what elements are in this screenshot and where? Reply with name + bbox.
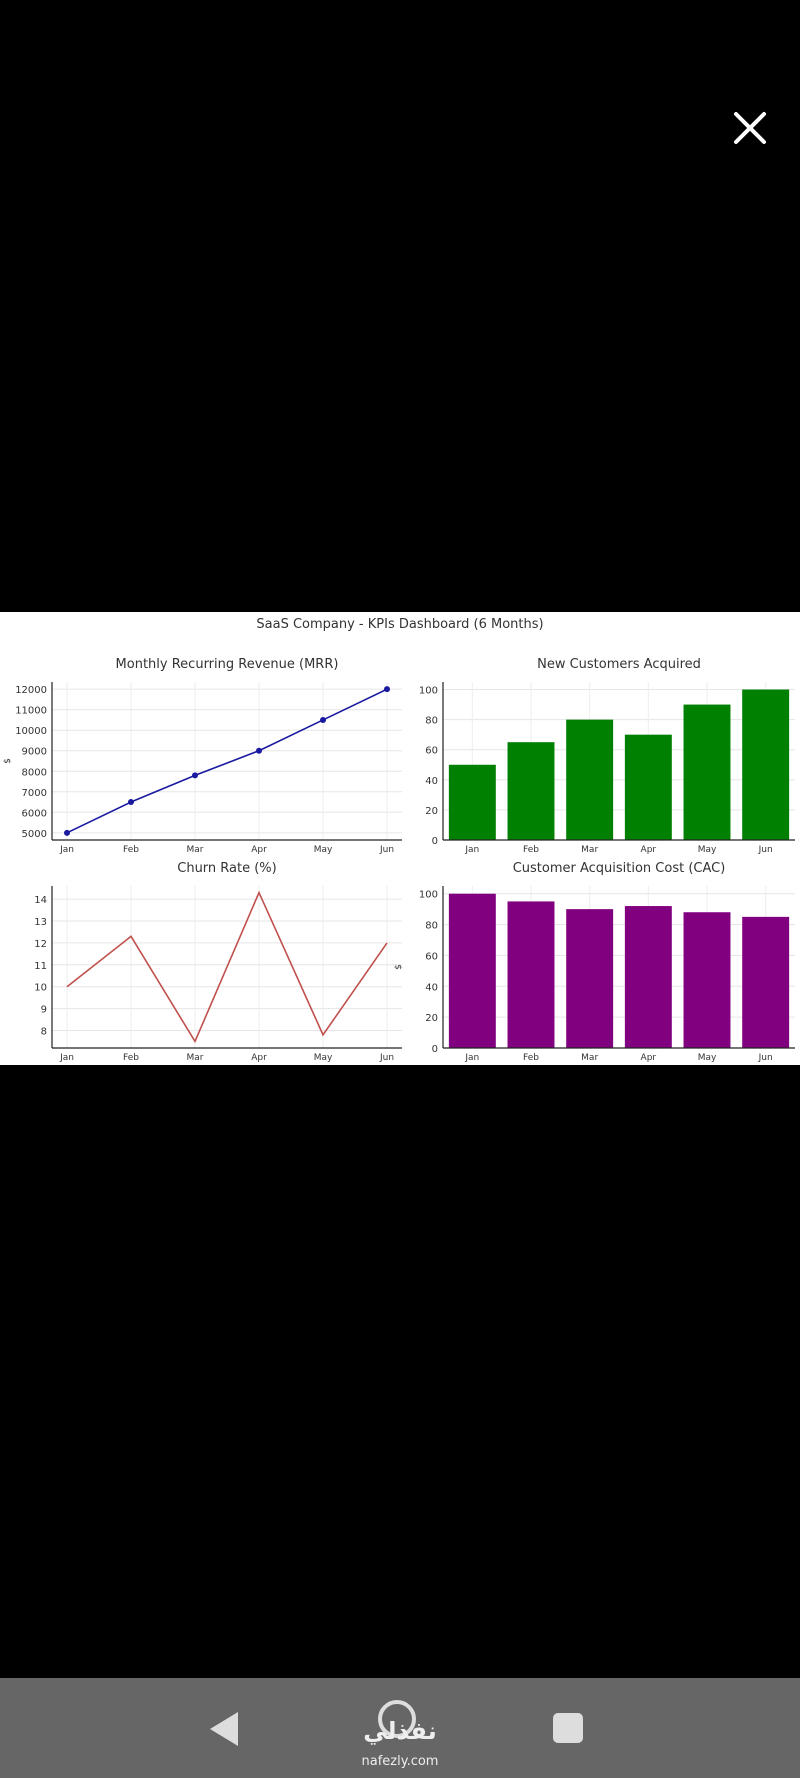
- y-tick-label: 80: [425, 716, 438, 727]
- x-tick-label: Feb: [523, 845, 539, 855]
- y-tick-label: 60: [425, 746, 438, 757]
- x-tick-label: Jan: [59, 1053, 74, 1063]
- x-tick-label: Jan: [464, 1053, 479, 1063]
- data-point-jun: [384, 686, 390, 693]
- x-tick-label: May: [314, 1053, 333, 1063]
- bar-jun: [742, 916, 790, 1048]
- y-tick-label: 5000: [22, 829, 47, 840]
- data-point-mar: [192, 772, 198, 779]
- y-tick-label: 20: [425, 806, 438, 817]
- y-axis-label: $: [3, 758, 13, 764]
- y-tick-label: 12: [34, 939, 47, 950]
- data-point-may: [320, 716, 326, 723]
- x-tick-label: Mar: [581, 1053, 598, 1063]
- bar-apr: [624, 906, 672, 1048]
- x-tick-label: Jun: [758, 1053, 773, 1063]
- bar-apr: [624, 734, 672, 840]
- data-point-apr: [256, 747, 262, 754]
- chart-title: Churn Rate (%): [177, 861, 276, 876]
- y-tick-label: 11: [34, 961, 47, 972]
- series-line: [66, 688, 388, 834]
- x-tick-label: Feb: [123, 1053, 139, 1063]
- y-tick-label: 20: [425, 1013, 438, 1024]
- watermark-logo: نفذلي: [363, 1717, 437, 1745]
- close-icon[interactable]: [730, 108, 770, 148]
- bar-feb: [507, 901, 555, 1048]
- x-tick-label: Mar: [581, 845, 598, 855]
- x-tick-label: Apr: [641, 1053, 657, 1063]
- x-tick-label: Jun: [379, 1053, 394, 1063]
- y-tick-label: 9000: [22, 747, 47, 758]
- y-tick-label: 0: [432, 836, 438, 847]
- bar-may: [683, 912, 731, 1048]
- x-tick-label: Apr: [251, 1053, 267, 1063]
- x-tick-label: May: [698, 1053, 717, 1063]
- y-tick-label: 11000: [15, 706, 47, 717]
- y-tick-label: 7000: [22, 788, 47, 799]
- bar-mar: [566, 909, 614, 1048]
- figure-title: SaaS Company - KPIs Dashboard (6 Months): [256, 617, 543, 632]
- y-tick-label: 8: [41, 1026, 47, 1037]
- home-button[interactable]: [378, 1700, 416, 1738]
- x-tick-label: Mar: [187, 1053, 204, 1063]
- y-tick-label: 10000: [15, 726, 47, 737]
- bar-jan: [448, 893, 496, 1048]
- x-tick-label: Feb: [123, 845, 139, 855]
- data-point-jan: [64, 829, 70, 836]
- x-tick-label: Apr: [641, 845, 657, 855]
- back-button[interactable]: [210, 1712, 238, 1746]
- bar-mar: [566, 719, 614, 840]
- series-line: [66, 890, 388, 1044]
- x-tick-label: Jun: [379, 845, 394, 855]
- y-tick-label: 10: [34, 983, 47, 994]
- y-tick-label: 14: [34, 895, 47, 906]
- bar-may: [683, 704, 731, 840]
- y-tick-label: 40: [425, 982, 438, 993]
- y-tick-label: 100: [419, 686, 438, 697]
- kpi-dashboard-figure: SaaS Company - KPIs Dashboard (6 Months)…: [0, 612, 800, 1065]
- watermark-site: nafezly.com: [361, 1754, 439, 1769]
- bar-feb: [507, 742, 555, 840]
- y-axis-label: $: [394, 964, 404, 970]
- x-tick-label: Mar: [187, 845, 204, 855]
- x-tick-label: Jan: [59, 845, 74, 855]
- x-tick-label: Jan: [464, 845, 479, 855]
- chart-title: Customer Acquisition Cost (CAC): [513, 861, 726, 876]
- bar-jun: [742, 689, 790, 840]
- data-point-feb: [128, 799, 134, 806]
- y-tick-label: 12000: [15, 685, 47, 696]
- x-tick-label: Apr: [251, 845, 267, 855]
- bar-jan: [448, 764, 496, 840]
- y-tick-label: 0: [432, 1044, 438, 1055]
- x-tick-label: Feb: [523, 1053, 539, 1063]
- y-tick-label: 80: [425, 921, 438, 932]
- x-tick-label: May: [314, 845, 333, 855]
- x-tick-label: May: [698, 845, 717, 855]
- y-tick-label: 60: [425, 951, 438, 962]
- x-tick-label: Jun: [758, 845, 773, 855]
- y-tick-label: 6000: [22, 808, 47, 819]
- y-tick-label: 100: [419, 890, 438, 901]
- chart-title: Monthly Recurring Revenue (MRR): [116, 657, 339, 672]
- y-tick-label: 9: [41, 1005, 47, 1016]
- recents-button[interactable]: [553, 1713, 583, 1743]
- y-tick-label: 13: [34, 917, 47, 928]
- android-nav-bar: نفذلي nafezly.com: [0, 1678, 800, 1778]
- chart-title: New Customers Acquired: [537, 657, 701, 672]
- y-tick-label: 8000: [22, 767, 47, 778]
- y-tick-label: 40: [425, 776, 438, 787]
